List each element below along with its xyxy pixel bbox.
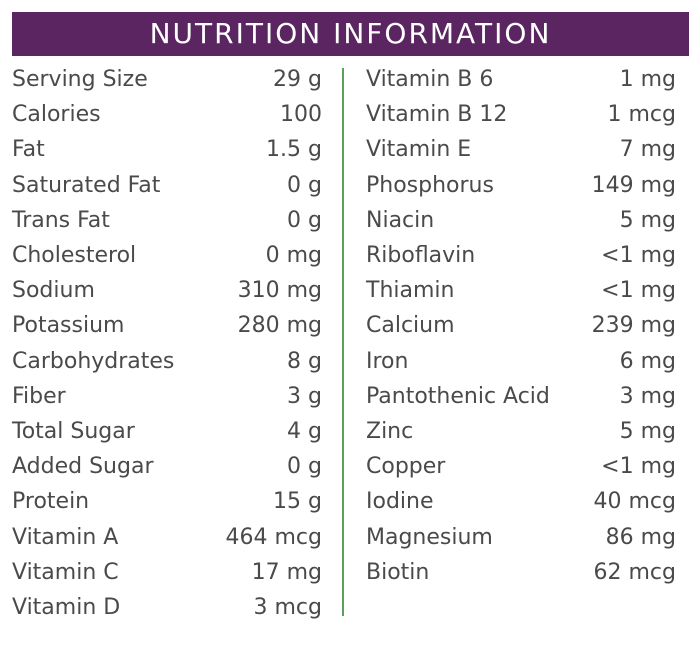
nutrient-row: Trans Fat 0 g [12, 203, 322, 238]
nutrient-value: 1 mcg [607, 102, 676, 128]
nutrient-name: Vitamin B 6 [366, 67, 494, 93]
nutrient-name: Fiber [12, 383, 66, 409]
nutrient-row: Thiamin <1 mg [366, 273, 676, 308]
nutrient-name: Vitamin B 12 [366, 102, 508, 128]
nutrient-name: Calories [12, 102, 101, 128]
nutrient-name: Magnesium [366, 524, 493, 550]
nutrient-value: 86 mg [605, 524, 676, 550]
nutrient-name: Sodium [12, 278, 95, 304]
nutrient-name: Biotin [366, 559, 430, 585]
nutrient-value: 280 mg [237, 313, 322, 339]
nutrient-name: Calcium [366, 313, 455, 339]
nutrient-row: Cholesterol 0 mg [12, 238, 322, 273]
nutrient-value: 1 mg [619, 67, 676, 93]
nutrient-value: <1 mg [601, 243, 676, 269]
nutrition-header: NUTRITION INFORMATION [12, 12, 689, 56]
nutrient-row: Calories 100 [12, 97, 322, 132]
nutrient-value: 8 g [287, 348, 322, 374]
nutrient-name: Vitamin E [366, 137, 472, 163]
nutrient-row: Sodium 310 mg [12, 273, 322, 308]
nutrient-value: 0 g [287, 454, 322, 480]
nutrient-row: Pantothenic Acid 3 mg [366, 379, 676, 414]
nutrient-row: Riboflavin <1 mg [366, 238, 676, 273]
nutrient-row: Biotin 62 mcg [366, 555, 676, 590]
nutrient-row: Fiber 3 g [12, 379, 322, 414]
nutrient-name: Copper [366, 454, 446, 480]
nutrient-value: 5 mg [619, 207, 676, 233]
nutrient-row: Calcium 239 mg [366, 308, 676, 343]
nutrient-row: Magnesium 86 mg [366, 519, 676, 554]
nutrient-name: Pantothenic Acid [366, 383, 550, 409]
nutrient-value: 4 g [287, 418, 322, 444]
nutrient-row: Phosphorus 149 mg [366, 168, 676, 203]
nutrient-value: 3 mg [619, 383, 676, 409]
nutrient-name: Protein [12, 489, 90, 515]
nutrient-value: <1 mg [601, 454, 676, 480]
nutrient-name: Carbohydrates [12, 348, 175, 374]
nutrient-value: 7 mg [619, 137, 676, 163]
nutrient-value: 3 mcg [253, 594, 322, 620]
nutrient-row: Vitamin A 464 mcg [12, 519, 322, 554]
nutrient-value: 310 mg [237, 278, 322, 304]
nutrient-value: 62 mcg [593, 559, 676, 585]
nutrient-name: Vitamin D [12, 594, 121, 620]
nutrient-row: Iron 6 mg [366, 344, 676, 379]
column-divider [342, 68, 344, 616]
nutrition-title: NUTRITION INFORMATION [149, 17, 552, 50]
nutrient-value: <1 mg [601, 278, 676, 304]
nutrient-row: Vitamin B 6 1 mg [366, 62, 676, 97]
nutrient-value: 1.5 g [266, 137, 322, 163]
nutrient-name: Trans Fat [12, 207, 110, 233]
nutrient-name: Potassium [12, 313, 125, 339]
nutrient-column-left: Serving Size 29 g Calories 100 Fat 1.5 g Satur… [12, 62, 322, 625]
nutrient-row: Copper <1 mg [366, 449, 676, 484]
nutrient-row: Added Sugar 0 g [12, 449, 322, 484]
nutrient-row: Protein 15 g [12, 484, 322, 519]
nutrient-value: 15 g [273, 489, 322, 515]
nutrient-value: 29 g [273, 67, 322, 93]
nutrient-name: Serving Size [12, 67, 148, 93]
nutrient-value: 149 mg [591, 172, 676, 198]
nutrient-value: 17 mg [251, 559, 322, 585]
nutrient-name: Total Sugar [12, 418, 135, 444]
nutrient-name: Iron [366, 348, 409, 374]
nutrient-row: Zinc 5 mg [366, 414, 676, 449]
nutrient-name: Vitamin C [12, 559, 119, 585]
nutrient-value: 40 mcg [593, 489, 676, 515]
nutrient-row: Iodine 40 mcg [366, 484, 676, 519]
nutrient-row: Serving Size 29 g [12, 62, 322, 97]
nutrient-name: Added Sugar [12, 454, 154, 480]
nutrient-value: 100 [280, 102, 322, 128]
nutrient-value: 6 mg [619, 348, 676, 374]
nutrient-row: Vitamin E 7 mg [366, 132, 676, 167]
nutrient-value: 0 g [287, 207, 322, 233]
nutrient-value: 0 mg [265, 243, 322, 269]
nutrient-row: Vitamin D 3 mcg [12, 590, 322, 625]
nutrient-name: Riboflavin [366, 243, 476, 269]
nutrient-value: 239 mg [591, 313, 676, 339]
nutrient-row: Carbohydrates 8 g [12, 344, 322, 379]
nutrient-row: Potassium 280 mg [12, 308, 322, 343]
nutrient-value: 464 mcg [225, 524, 322, 550]
nutrient-name: Saturated Fat [12, 172, 161, 198]
nutrient-name: Phosphorus [366, 172, 494, 198]
nutrient-name: Vitamin A [12, 524, 119, 550]
nutrient-name: Zinc [366, 418, 414, 444]
nutrient-name: Niacin [366, 207, 435, 233]
nutrient-value: 3 g [287, 383, 322, 409]
nutrient-value: 5 mg [619, 418, 676, 444]
nutrient-name: Fat [12, 137, 45, 163]
nutrient-row: Vitamin C 17 mg [12, 555, 322, 590]
nutrient-row: Total Sugar 4 g [12, 414, 322, 449]
nutrient-row: Vitamin B 12 1 mcg [366, 97, 676, 132]
nutrient-value: 0 g [287, 172, 322, 198]
nutrient-name: Thiamin [366, 278, 455, 304]
nutrient-row: Fat 1.5 g [12, 132, 322, 167]
nutrient-row: Niacin 5 mg [366, 203, 676, 238]
nutrient-name: Iodine [366, 489, 434, 515]
nutrient-row: Saturated Fat 0 g [12, 168, 322, 203]
nutrient-name: Cholesterol [12, 243, 137, 269]
